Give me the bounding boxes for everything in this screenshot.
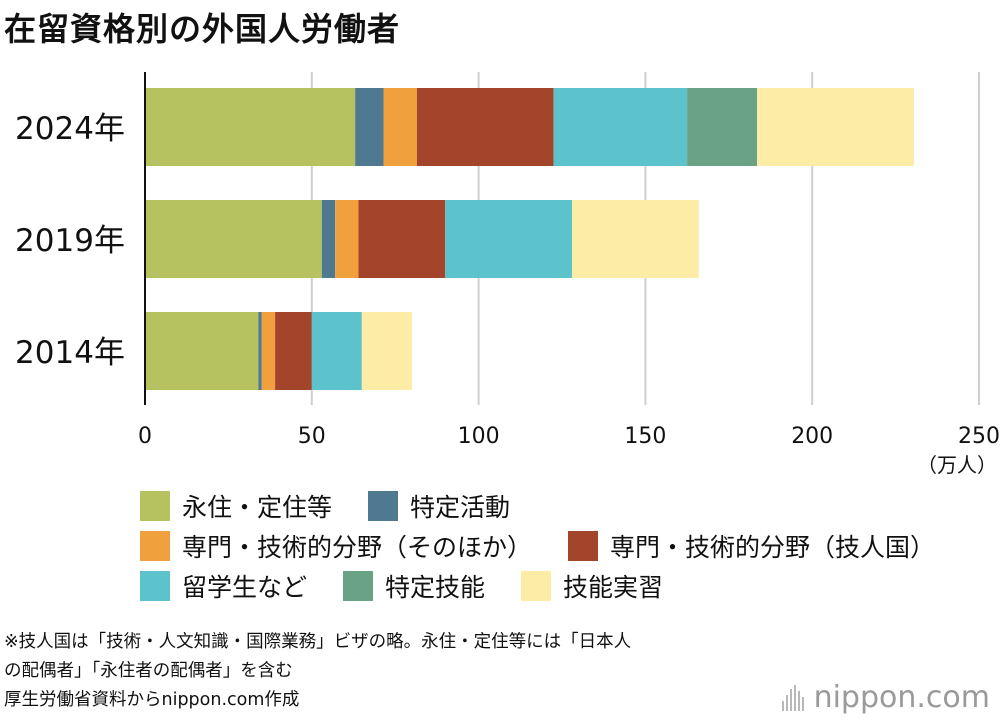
bar-segment (361, 312, 412, 390)
footnote: ※技人国は「技術・人文知識・国際業務」ビザの略。永住・定住等には「日本人 の配偶… (4, 628, 631, 715)
legend-item: 専門・技術的分野（そのほか） (140, 528, 532, 564)
brand-text: nippon.com (813, 680, 990, 715)
bar-segment (311, 312, 362, 390)
bar-segment (355, 88, 384, 166)
x-tick-label: 250 (958, 424, 1000, 449)
logo-bars-icon (781, 684, 806, 711)
footnote-line-1: ※技人国は「技術・人文知識・国際業務」ビザの略。永住・定住等には「日本人 (4, 632, 632, 652)
bar-segment (145, 312, 259, 390)
legend-item: 特定技能 (343, 568, 485, 604)
x-unit-label: （万人） (917, 453, 997, 477)
legend-row: 専門・技術的分野（そのほか） 専門・技術的分野（技人国） (140, 526, 971, 566)
bar-layer (145, 88, 914, 390)
stacked-bar-chart: 0 50 100 150 200 250 （万人） 2024年 2019年 2014年 (15, 72, 1000, 477)
legend-swatch (140, 491, 170, 521)
legend-swatch (368, 491, 399, 521)
bar-segment (445, 200, 573, 278)
bar-segment (687, 88, 758, 166)
x-tick-label: 0 (138, 424, 152, 449)
legend-label: 専門・技術的分野（技人国） (610, 533, 936, 562)
legend-row: 永住・定住等 特定活動 (140, 486, 971, 526)
source-line: 厚生労働省資料からnippon.com作成 (4, 690, 300, 710)
chart-title: 在留資格別の外国人労働者 (4, 10, 401, 48)
legend-item: 永住・定住等 (140, 488, 332, 524)
legend-item: 留学生など (140, 568, 307, 604)
legend-swatch (521, 571, 552, 601)
bar-segment (275, 312, 312, 390)
bar-segment (321, 200, 336, 278)
bar-segment (358, 200, 446, 278)
legend-swatch (140, 571, 170, 601)
legend-label: 特定活動 (410, 493, 511, 522)
chart-legend: 永住・定住等 特定活動専門・技術的分野（そのほか） 専門・技術的分野（技人国） 留学生… (140, 486, 971, 606)
y-category-label: 2019年 (15, 223, 125, 259)
bar-segment (416, 88, 554, 166)
bar-segment (258, 312, 262, 390)
legend-row: 留学生など 特定技能 技能実習 (140, 566, 971, 606)
footnote-line-2: の配偶者」「永住者の配偶者」を含む (4, 661, 293, 681)
legend-swatch (343, 571, 374, 601)
legend-label: 留学生など (182, 573, 308, 602)
bar-segment (145, 200, 322, 278)
x-tick-label: 100 (458, 424, 500, 449)
y-category-label: 2024年 (15, 111, 125, 147)
bar-segment (261, 312, 276, 390)
bar-segment (145, 88, 356, 166)
legend-label: 特定技能 (385, 573, 486, 602)
x-tick-label: 200 (791, 424, 833, 449)
x-tick-label: 150 (624, 424, 666, 449)
x-tick-label: 50 (298, 424, 326, 449)
bar-segment (553, 88, 688, 166)
bar-segment (335, 200, 359, 278)
legend-swatch (568, 531, 599, 561)
bar-segment (757, 88, 914, 166)
legend-label: 技能実習 (563, 573, 664, 602)
brand-logo: nippon.com (781, 680, 990, 715)
y-category-label: 2014年 (15, 335, 125, 371)
legend-label: 永住・定住等 (182, 493, 333, 522)
legend-item: 専門・技術的分野（技人国） (568, 528, 935, 564)
axis-layer: 0 50 100 150 200 250 （万人） 2024年 2019年 2014年 (15, 72, 1000, 477)
legend-swatch (140, 531, 170, 561)
bar-segment (383, 88, 417, 166)
bar-segment (572, 200, 699, 278)
legend-label: 専門・技術的分野（そのほか） (182, 533, 533, 562)
legend-item: 技能実習 (521, 568, 663, 604)
legend-item: 特定活動 (368, 488, 510, 524)
